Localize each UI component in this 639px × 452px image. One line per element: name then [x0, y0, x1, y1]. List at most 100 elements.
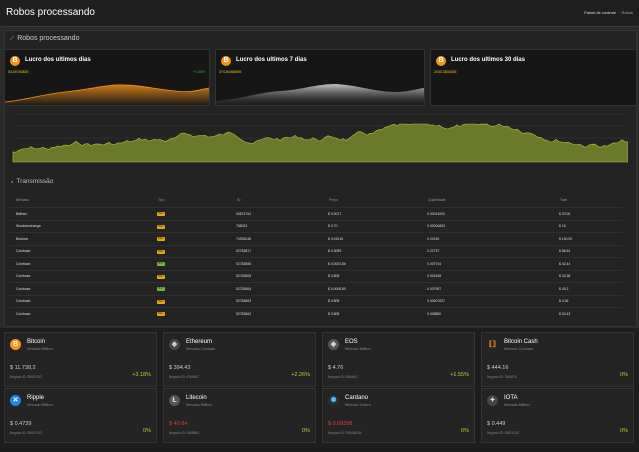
- bitcoin-icon: B: [436, 56, 446, 66]
- profit-card-title: Lucro dos ultimos dias: [25, 57, 91, 63]
- table-cell: SELL: [157, 308, 236, 320]
- ethereum-icon: ◆: [169, 339, 180, 350]
- coin-negocio-id: Negocio ID: 35874743: [487, 431, 519, 435]
- table-row: Bitfinex SELL 30874762 $ 0.0017 0.00014000 $ …: [10, 207, 622, 221]
- type-badge: SELL: [157, 312, 165, 317]
- coin-market: Mercado Bitfinex: [345, 347, 372, 351]
- table-cell: $ 0.3089: [328, 249, 342, 254]
- coin-market: Mercado Bitfinex: [27, 403, 54, 407]
- coin-card[interactable]: ⟦⟧ Bitcoin Cash Mercado Coinbase $ 444.16 Ne…: [481, 332, 634, 387]
- coin-change-pct: 0%: [620, 428, 628, 434]
- table-row: Coinbase BUY 52783864 $ 0.0008.85 0.007997 $ …: [10, 282, 622, 296]
- table-cell: $ 40.2: [559, 286, 569, 291]
- coin-price: $ 11.738,2: [10, 365, 36, 371]
- eos-icon: ◈: [328, 339, 339, 350]
- section-title: Robos processando: [17, 35, 80, 42]
- col-header: Total: [560, 198, 568, 202]
- col-header: Quantidade: [428, 198, 446, 202]
- profit-card-week: B Lucro dos ultimos 7 dias 374.84466955: [215, 49, 425, 106]
- col-header: Tipo: [158, 198, 165, 202]
- coin-market: Mercado Bitfinex: [27, 347, 54, 351]
- table-cell: $ 0.808: [328, 274, 340, 279]
- table-cell: 0.20240: [427, 236, 440, 241]
- col-header: Preço: [329, 198, 338, 202]
- table-cell: 788024: [236, 224, 248, 229]
- table-cell: $ 0.0003.86: [328, 261, 346, 266]
- coin-name: Ripple: [27, 395, 45, 401]
- table-cell: $ 42.44: [559, 261, 571, 266]
- circle-icon: ●: [11, 178, 14, 184]
- breadcrumb-separator: ›: [618, 10, 620, 15]
- coin-name: Bitcoin Cash: [504, 339, 538, 345]
- coin-name: Litecoin: [186, 395, 207, 401]
- table-cell: Coinbase: [16, 249, 31, 254]
- table-row: Coinbase SELL 52783863 $ 0.808 0.00007637 $ 4…: [10, 295, 622, 308]
- type-badge: SELL: [157, 237, 165, 242]
- table-cell: SELL: [157, 245, 236, 258]
- table-row: Coinbase SELL 52783862 $ 0.808 0.008850 $ 63.…: [10, 307, 622, 320]
- coin-change-pct: +2.26%: [291, 372, 310, 378]
- coin-price: $ 0.449: [487, 421, 506, 427]
- table-cell: SELL: [157, 208, 236, 221]
- coin-negocio-id: Negocio ID: 35874762: [10, 375, 42, 379]
- table-cell: BUY: [157, 258, 236, 271]
- table-cell: $ 0.808: [328, 311, 340, 316]
- coin-card[interactable]: ✕ Ripple Mercado Bitfinex $ 0.4739 Negocio I…: [4, 388, 157, 443]
- coin-market: Mercado Coinbase: [186, 347, 216, 351]
- chart-icon: ⟋: [10, 36, 15, 42]
- table-cell: 52783864: [236, 286, 252, 291]
- coin-card[interactable]: ◈ EOS Mercado Bitfinex $ 4.76 Negocio ID: 26…: [322, 332, 475, 387]
- table-cell: $ 20.00: [559, 211, 571, 216]
- table-cell: 0.22737: [427, 249, 440, 254]
- table-cell: 0.008850: [427, 311, 442, 316]
- coin-name: Bitcoin: [27, 339, 46, 345]
- table-cell: $ 0.808: [328, 299, 340, 304]
- table-cell: 52783862: [236, 311, 252, 316]
- sparkline-gray: [216, 84, 424, 105]
- profit-pct: +1.35%: [193, 70, 205, 74]
- coin-price: $ 4.76: [328, 365, 344, 371]
- table-cell: 0.007744: [427, 261, 442, 266]
- iota-icon: ✦: [487, 395, 498, 406]
- table-cell: 0.00014000: [427, 211, 445, 216]
- coin-name: EOS: [345, 339, 358, 345]
- top-bar: Robos processando Painel de controle › Rob…: [0, 0, 639, 27]
- table-cell: SELL: [157, 295, 236, 308]
- type-badge: BUY: [157, 262, 165, 267]
- coin-card[interactable]: ✦ IOTA Mercado Bitfinex $ 0.449 Negocio ID: …: [481, 388, 634, 443]
- coin-change-pct: 0%: [620, 372, 628, 378]
- profit-area-chart: [12, 113, 628, 163]
- coin-market: Mercado Coinbase: [504, 347, 534, 351]
- coin-card[interactable]: ✺ Cardano Mercado Kraken $ 0.08398 Negocio I…: [322, 388, 475, 443]
- coin-card[interactable]: ◆ Ethereum Mercado Coinbase $ 394.43 Negocio…: [163, 332, 316, 387]
- table-cell: 52783817: [236, 249, 252, 254]
- table-cell: Stocksexchange: [16, 224, 41, 229]
- table-row: Stocksexchange SELL 788024 $ 0.70 0.00004653…: [10, 220, 622, 233]
- table-cell: Binance: [16, 236, 29, 241]
- table-cell: $ 4.36: [559, 299, 569, 304]
- table-cell: 0.004348: [427, 274, 442, 279]
- profit-card-title: Lucro dos ultimos 30 dias: [451, 57, 526, 63]
- col-header: Mercado: [16, 198, 30, 202]
- table-cell: Coinbase: [16, 286, 31, 291]
- table-cell: $ 16: [559, 224, 566, 229]
- table-cell: Coinbase: [16, 311, 31, 316]
- coin-negocio-id: Negocio ID: 7866374: [487, 375, 517, 379]
- transactions-table: Mercado Tipo ID Preço Quantidade Total B…: [10, 193, 622, 320]
- table-cell: $ 100.00: [559, 236, 573, 241]
- col-header: ID: [237, 198, 241, 202]
- litecoin-icon: Ł: [169, 395, 180, 406]
- table-cell: $ 0.0008.85: [328, 286, 346, 291]
- type-badge: SELL: [157, 224, 165, 229]
- coin-card[interactable]: B Bitcoin Mercado Bitfinex $ 11.738,2 Negoci…: [4, 332, 157, 387]
- table-cell: $ 0.01516: [328, 236, 344, 241]
- breadcrumb-home[interactable]: Painel de controle: [584, 10, 617, 15]
- coin-change-pct: 0%: [143, 428, 151, 434]
- table-cell: SELL: [157, 220, 236, 233]
- coin-price: $ 0.4739: [10, 421, 32, 427]
- table-row: Coinbase BUY 52783856 $ 0.0003.86 0.007744 $ …: [10, 257, 622, 271]
- coin-price: $ 40.84: [169, 421, 188, 427]
- type-badge: SELL: [157, 274, 165, 279]
- coin-card[interactable]: Ł Litecoin Mercado Bitfinex $ 40.84 Negocio …: [163, 388, 316, 443]
- coin-change-pct: +3.18%: [132, 372, 151, 378]
